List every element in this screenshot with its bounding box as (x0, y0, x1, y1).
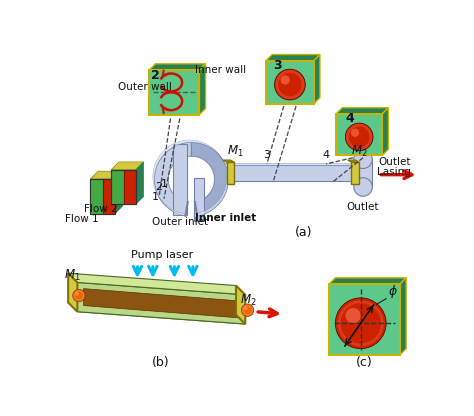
Circle shape (346, 308, 361, 323)
Polygon shape (336, 114, 383, 156)
Text: $M_1$: $M_1$ (227, 144, 243, 159)
Circle shape (241, 304, 254, 316)
Text: Inner wall: Inner wall (195, 65, 246, 75)
Circle shape (244, 307, 247, 310)
Text: Lasing: Lasing (377, 167, 411, 177)
Text: 4: 4 (346, 111, 354, 124)
Circle shape (75, 292, 79, 295)
Polygon shape (91, 179, 103, 213)
Polygon shape (329, 284, 400, 355)
Polygon shape (77, 282, 245, 324)
Text: 1: 1 (161, 179, 167, 189)
Text: (b): (b) (152, 356, 169, 369)
Polygon shape (266, 54, 320, 61)
Polygon shape (354, 159, 372, 187)
Polygon shape (347, 160, 359, 162)
Text: (a): (a) (295, 226, 313, 239)
Text: Outlet: Outlet (378, 157, 411, 167)
Polygon shape (155, 64, 206, 109)
Polygon shape (200, 64, 206, 114)
Text: 2: 2 (155, 182, 162, 192)
Text: 3: 3 (273, 59, 282, 72)
Text: Outlet: Outlet (347, 202, 379, 212)
Polygon shape (342, 108, 389, 149)
Text: 2: 2 (151, 69, 160, 82)
Polygon shape (336, 108, 389, 114)
Polygon shape (111, 170, 124, 204)
Circle shape (281, 75, 290, 84)
Text: 1: 1 (152, 192, 159, 202)
Polygon shape (149, 64, 206, 70)
Polygon shape (68, 302, 245, 324)
Polygon shape (236, 285, 245, 324)
Polygon shape (68, 273, 245, 295)
Polygon shape (91, 171, 123, 179)
Polygon shape (155, 142, 191, 216)
Polygon shape (225, 179, 357, 181)
Polygon shape (329, 278, 406, 284)
Circle shape (354, 150, 372, 168)
Text: Flow 2: Flow 2 (83, 203, 117, 214)
Polygon shape (272, 54, 320, 98)
Polygon shape (314, 54, 320, 104)
Circle shape (354, 178, 372, 196)
Polygon shape (136, 162, 144, 204)
Polygon shape (191, 142, 228, 216)
Polygon shape (266, 61, 314, 104)
Circle shape (346, 123, 373, 151)
Polygon shape (383, 108, 389, 156)
Polygon shape (103, 179, 115, 213)
Polygon shape (83, 289, 239, 318)
Circle shape (351, 129, 359, 137)
Polygon shape (335, 278, 406, 349)
Text: Flow 1: Flow 1 (65, 214, 99, 224)
Polygon shape (228, 166, 357, 181)
Circle shape (274, 69, 305, 100)
Text: $M_2$: $M_2$ (352, 144, 368, 159)
Text: $M_2$: $M_2$ (240, 293, 256, 308)
Text: $M_1$: $M_1$ (64, 268, 80, 283)
Polygon shape (124, 170, 136, 204)
Circle shape (73, 290, 85, 302)
Polygon shape (173, 144, 187, 215)
Text: Inner inlet: Inner inlet (195, 213, 256, 223)
Text: (c): (c) (356, 356, 373, 369)
FancyBboxPatch shape (352, 162, 359, 184)
Text: $\phi$: $\phi$ (388, 283, 398, 300)
Polygon shape (194, 178, 204, 221)
Polygon shape (111, 162, 144, 170)
Text: Outer inlet: Outer inlet (152, 218, 208, 228)
Polygon shape (223, 160, 235, 162)
Text: Pump laser: Pump laser (131, 250, 193, 260)
Text: 4: 4 (322, 150, 329, 160)
Text: 3: 3 (263, 150, 270, 160)
Circle shape (335, 298, 386, 349)
Polygon shape (149, 70, 200, 114)
Polygon shape (115, 171, 123, 213)
Text: Outer wall: Outer wall (118, 82, 172, 92)
Polygon shape (400, 278, 406, 355)
FancyBboxPatch shape (227, 162, 235, 184)
Polygon shape (225, 163, 357, 166)
Polygon shape (153, 140, 228, 216)
Polygon shape (68, 273, 77, 312)
